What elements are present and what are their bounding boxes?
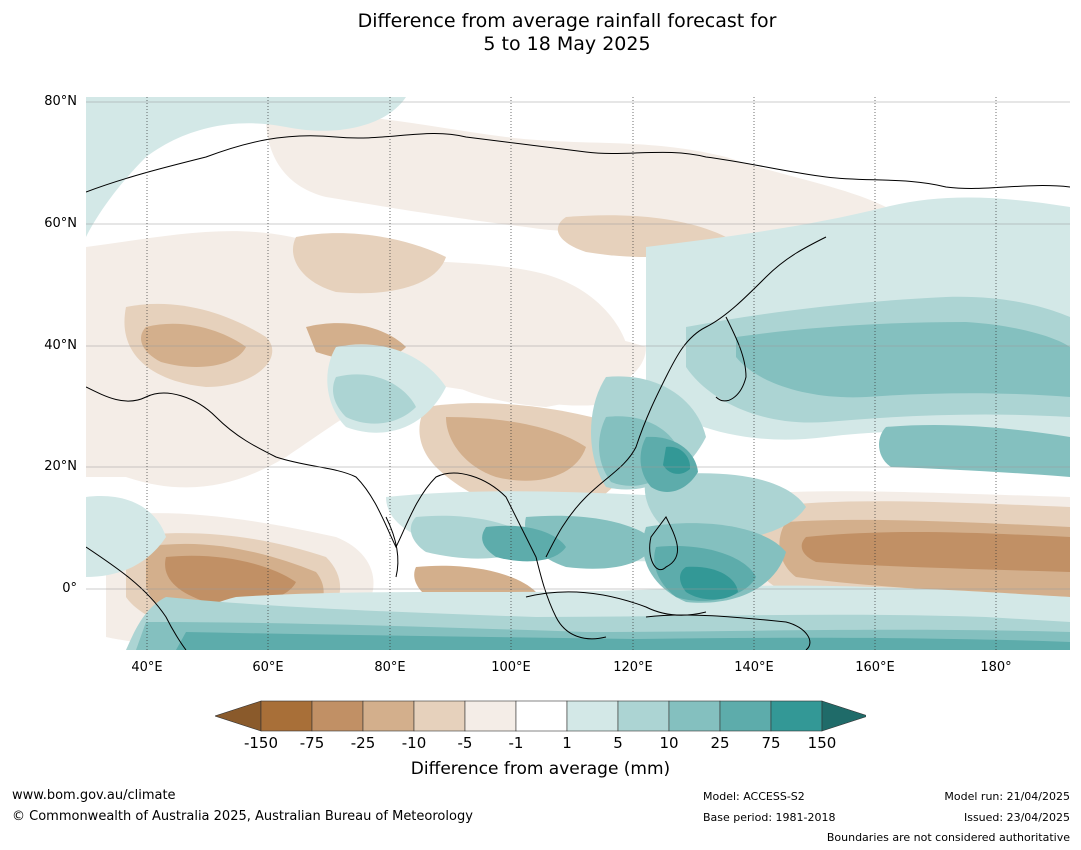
title-line-2: 5 to 18 May 2025	[483, 33, 651, 55]
coastlines	[86, 132, 1070, 650]
lon-label-40e: 40°E	[131, 660, 163, 675]
colorbar-title: Difference from average (mm)	[410, 759, 671, 779]
colorbar-segment	[770, 700, 823, 732]
footer-issued: Issued: 23/04/2025	[963, 811, 1070, 824]
lon-label-180: 180°	[980, 660, 1012, 675]
gridlines	[86, 97, 1070, 650]
rainfall-anomaly-map	[86, 97, 1070, 650]
footer-model: Model: ACCESS-S2	[703, 790, 805, 803]
colorbar-segment	[668, 700, 721, 732]
colorbar-tick-label: 5	[613, 734, 623, 752]
colorbar-tick-label: 75	[761, 734, 781, 752]
lon-label-60e: 60°E	[252, 660, 284, 675]
chart-title: Difference from average rainfall forecas…	[0, 10, 1081, 56]
colorbar-segment	[260, 700, 313, 732]
lat-label-60n: 60°N	[44, 216, 77, 231]
colorbar-tick-label: -150	[243, 734, 279, 752]
lon-label-120e: 120°E	[613, 660, 653, 675]
colorbar-tick-label: -10	[401, 734, 427, 752]
colorbar-tick-label: -25	[350, 734, 376, 752]
footer-copyright: © Commonwealth of Australia 2025, Austra…	[12, 809, 473, 824]
colorbar-segment	[719, 700, 772, 732]
colorbar-tick-label: -75	[299, 734, 325, 752]
colorbar-tick-label: 1	[562, 734, 572, 752]
colorbar-extend-high	[821, 700, 866, 732]
lat-label-20n: 20°N	[44, 459, 77, 474]
colorbar-extend-low	[215, 700, 262, 732]
footer-base-period: Base period: 1981-2018	[703, 811, 836, 824]
lon-label-160e: 160°E	[855, 660, 895, 675]
colorbar	[215, 700, 866, 732]
anomaly-field	[86, 97, 1070, 650]
lon-label-140e: 140°E	[734, 660, 774, 675]
colorbar-segment	[311, 700, 364, 732]
colorbar-segment	[362, 700, 415, 732]
colorbar-segment	[566, 700, 619, 732]
colorbar-tick-label: 10	[659, 734, 679, 752]
colorbar-tick-label: 25	[710, 734, 730, 752]
lon-label-100e: 100°E	[491, 660, 531, 675]
colorbar-tick-label: 150	[807, 734, 837, 752]
lon-label-80e: 80°E	[374, 660, 406, 675]
lat-label-80n: 80°N	[44, 94, 77, 109]
lat-label-40n: 40°N	[44, 338, 77, 353]
colorbar-segment	[413, 700, 466, 732]
colorbar-tick-label: -1	[508, 734, 524, 752]
colorbar-segment	[617, 700, 670, 732]
colorbar-segment	[464, 700, 517, 732]
footer-disclaimer: Boundaries are not considered authoritat…	[826, 831, 1070, 844]
footer-model-run: Model run: 21/04/2025	[944, 790, 1070, 803]
colorbar-segment	[515, 700, 568, 732]
footer-url[interactable]: www.bom.gov.au/climate	[12, 788, 176, 803]
lat-label-0: 0°	[62, 581, 77, 596]
colorbar-tick-label: -5	[457, 734, 473, 752]
title-line-1: Difference from average rainfall forecas…	[357, 10, 777, 32]
